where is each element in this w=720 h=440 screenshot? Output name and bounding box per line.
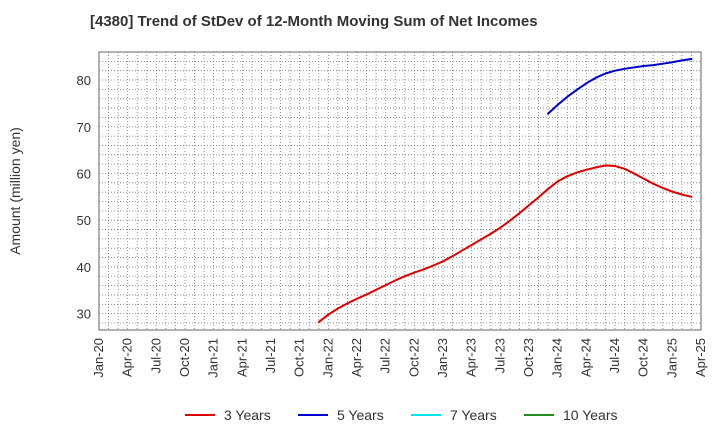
y-tick-label: 50 [77, 213, 91, 228]
x-tick-label: Oct-21 [292, 338, 307, 377]
x-tick-label: Oct-23 [521, 338, 536, 377]
y-tick-label: 30 [77, 307, 91, 322]
chart-title: [4380] Trend of StDev of 12-Month Moving… [90, 13, 538, 30]
x-tick-label: Oct-20 [177, 338, 192, 377]
x-tick-label: Jan-24 [550, 338, 565, 378]
x-tick-label: Apr-21 [234, 338, 249, 377]
x-tick-label: Jul-24 [607, 338, 622, 373]
series-line-5-years [547, 58, 693, 115]
x-tick-label: Jul-23 [492, 338, 507, 373]
legend-label: 5 Years [337, 407, 384, 423]
x-tick-labels: Jan-20 Apr-20 Jul-20 Oct-20 Jan-21 Apr-21 Jul-… [91, 338, 708, 378]
legend-label: 7 Years [450, 407, 497, 423]
y-tick-label: 60 [77, 166, 91, 181]
series-line-3-years [317, 164, 693, 324]
x-tick-label: Jan-20 [91, 338, 106, 378]
y-tick-label: 80 [77, 73, 91, 88]
x-tick-label: Apr-25 [693, 338, 708, 377]
legend-label: 3 Years [224, 407, 271, 423]
x-gridlines [108, 52, 692, 330]
x-tick-label: Jul-22 [378, 338, 393, 373]
series-lines [317, 58, 693, 324]
x-tick-label: Apr-22 [349, 338, 364, 377]
y-gridlines [99, 60, 701, 324]
x-tick-label: Jan-25 [664, 338, 679, 378]
x-tick-label: Oct-24 [636, 338, 651, 377]
y-tick-labels: 30 40 50 60 70 80 [77, 73, 91, 322]
legend: 3 Years 5 Years 7 Years 10 Years [185, 407, 618, 423]
y-tick-label: 70 [77, 120, 91, 135]
y-tick-label: 40 [77, 260, 91, 275]
x-tick-label: Jul-20 [148, 338, 163, 373]
y-axis-label: Amount (million yen) [7, 127, 23, 255]
plot-area [98, 51, 702, 331]
x-tick-label: Apr-24 [578, 338, 593, 377]
x-tick-label: Oct-22 [406, 338, 421, 377]
x-tick-label: Apr-23 [464, 338, 479, 377]
x-tick-label: Jan-21 [206, 338, 221, 378]
legend-label: 10 Years [563, 407, 618, 423]
x-tick-label: Jul-21 [263, 338, 278, 373]
x-tick-label: Jan-23 [435, 338, 450, 378]
x-tick-label: Apr-20 [120, 338, 135, 377]
x-tick-label: Jan-22 [320, 338, 335, 378]
